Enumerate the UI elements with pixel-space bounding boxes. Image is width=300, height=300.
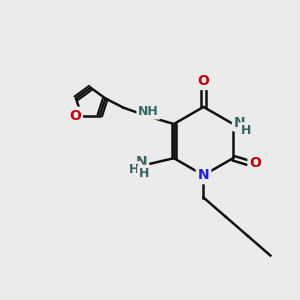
Text: O: O <box>69 109 81 123</box>
Text: H: H <box>139 167 149 179</box>
Text: H: H <box>241 124 251 137</box>
Text: N: N <box>198 168 209 182</box>
Text: O: O <box>250 156 261 170</box>
Text: N: N <box>135 155 147 169</box>
Text: NH: NH <box>138 105 159 118</box>
Text: O: O <box>198 74 209 88</box>
Text: H: H <box>129 163 140 176</box>
Text: N: N <box>234 116 245 130</box>
